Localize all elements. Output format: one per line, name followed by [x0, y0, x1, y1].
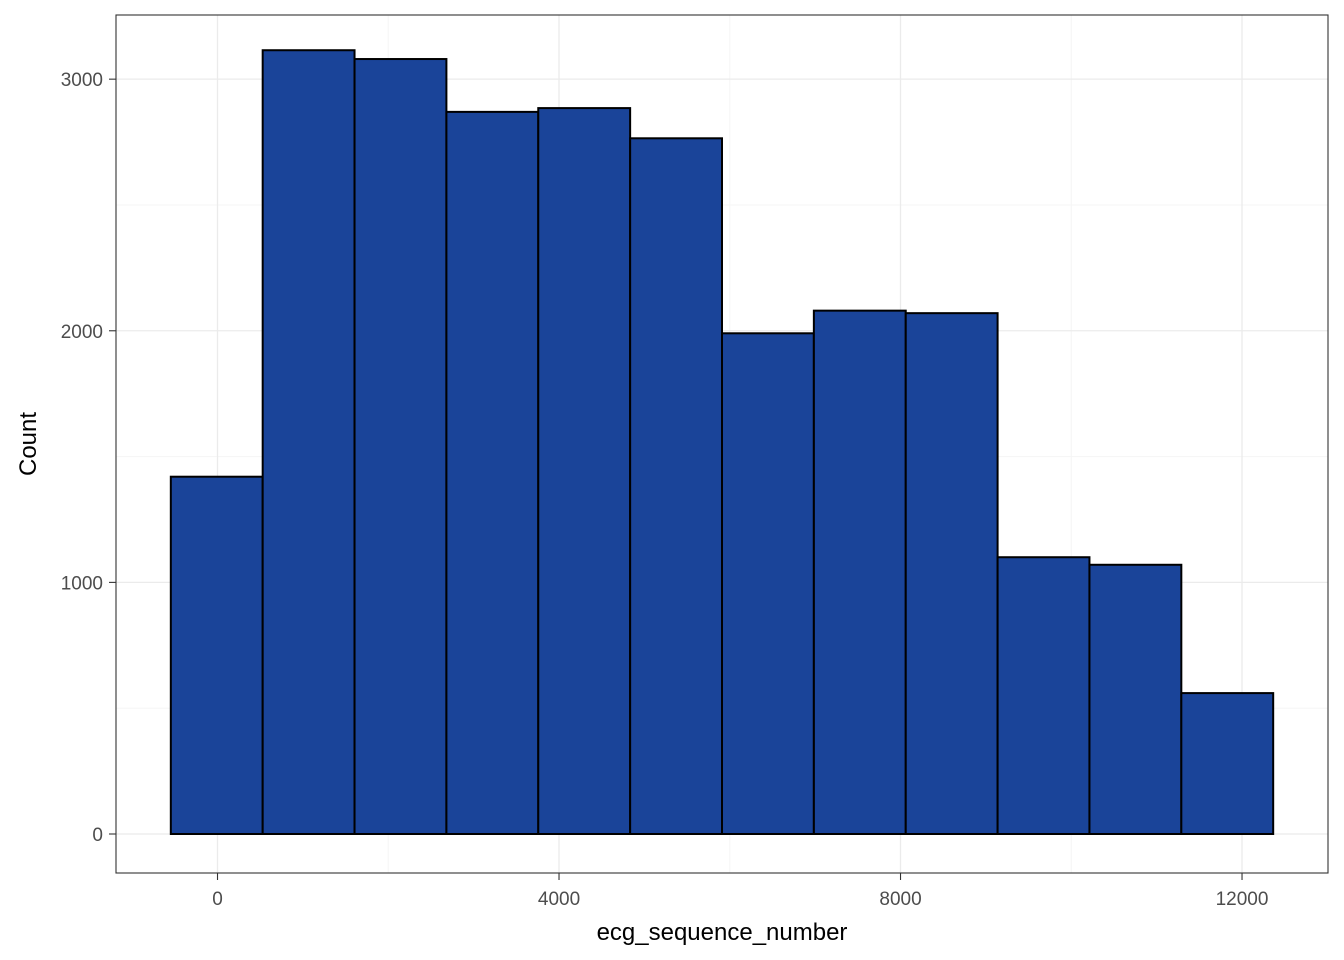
histogram-bar-2 — [261, 49, 356, 835]
x-axis: 0 4000 8000 12000 — [212, 873, 1268, 910]
y-tick-label: 0 — [92, 825, 103, 846]
histogram-bar-4 — [445, 110, 540, 835]
y-tick-label: 3000 — [61, 70, 103, 91]
histogram-bar-12 — [1180, 692, 1275, 836]
histogram-bar-10 — [996, 556, 1091, 836]
x-tick-label: 0 — [212, 889, 223, 910]
y-axis-title: Count — [15, 412, 42, 476]
x-tick-label: 12000 — [1216, 889, 1269, 910]
histogram-bar-9 — [904, 312, 999, 835]
histogram-bar-5 — [537, 107, 632, 835]
y-tick-label: 1000 — [61, 573, 103, 594]
histogram-bar-1 — [169, 475, 264, 835]
histogram-bar-3 — [353, 58, 448, 835]
x-axis-title: ecg_sequence_number — [597, 919, 848, 946]
histogram-bar-8 — [812, 309, 907, 836]
y-axis: 0 1000 2000 3000 — [61, 70, 116, 846]
x-tick-label: 8000 — [879, 889, 921, 910]
histogram-bar-6 — [629, 137, 724, 835]
panel-border — [115, 14, 1329, 874]
y-tick-label: 2000 — [61, 322, 103, 343]
x-tick-label: 4000 — [538, 889, 580, 910]
histogram-bar-7 — [721, 332, 815, 835]
bars — [169, 49, 1275, 836]
histogram-bar-11 — [1088, 563, 1183, 835]
